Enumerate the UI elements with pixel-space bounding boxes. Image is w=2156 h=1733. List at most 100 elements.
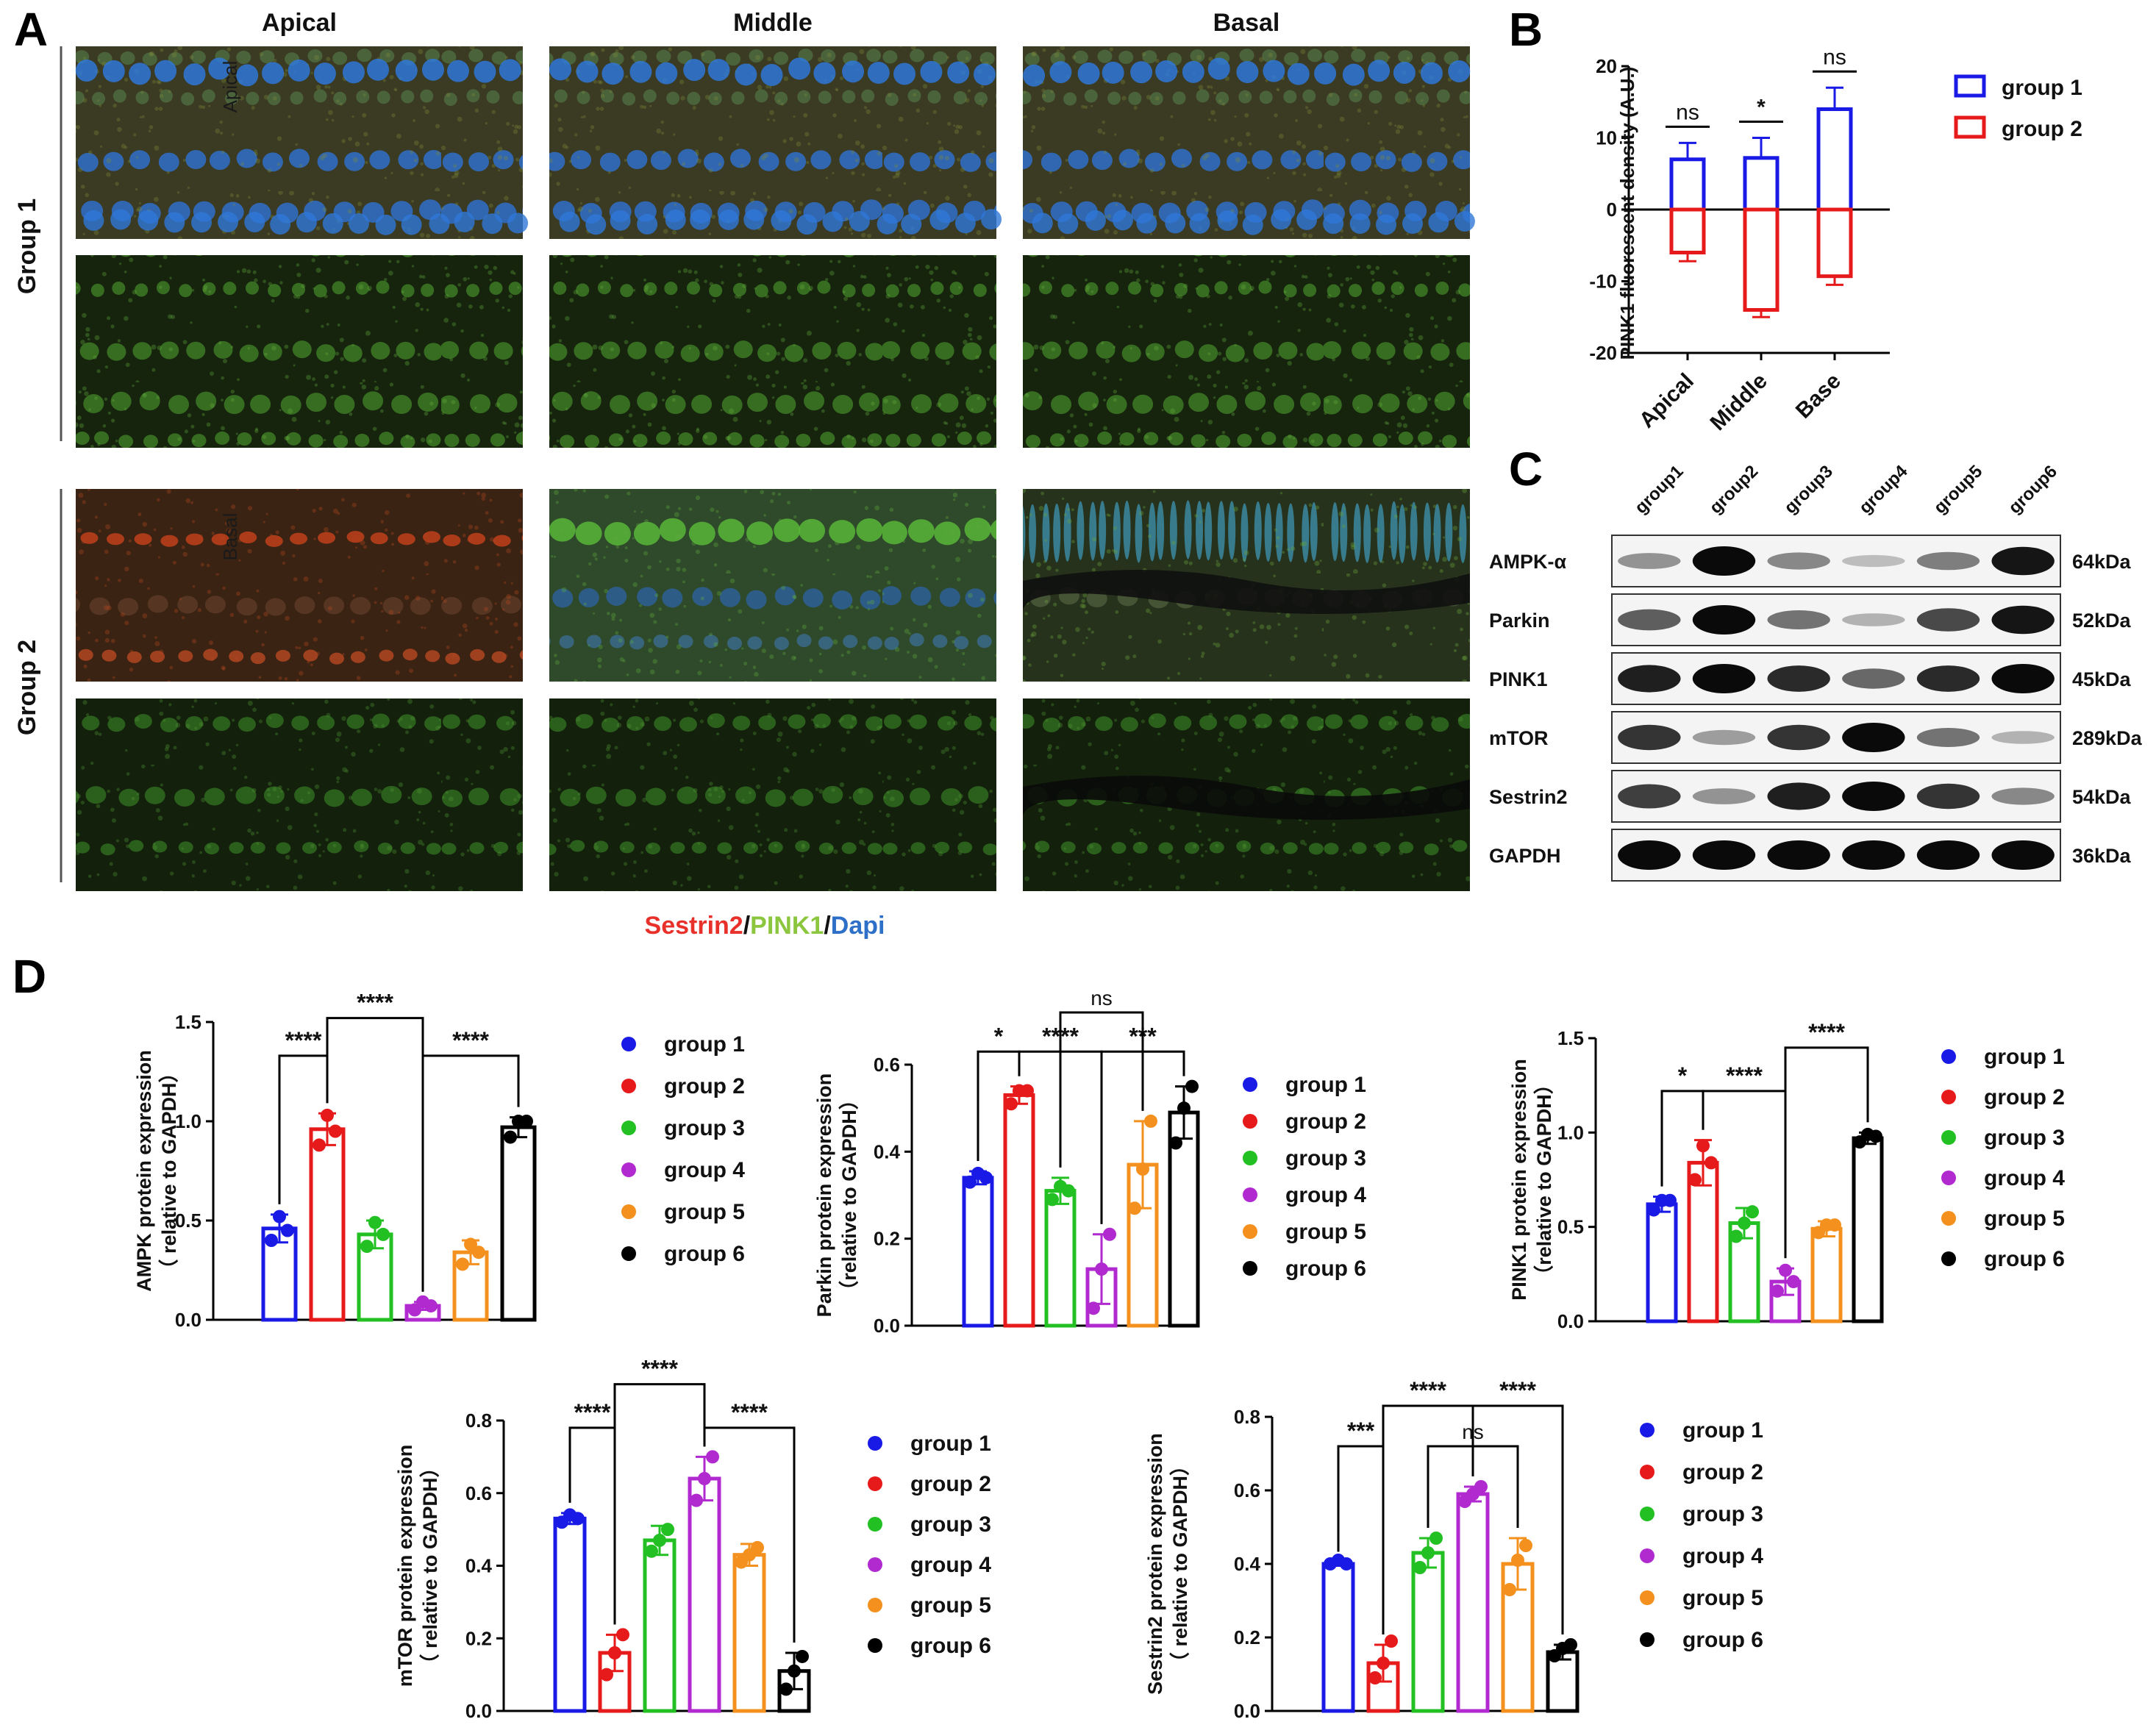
sig-label: ****: [357, 990, 393, 1016]
nucleus: [75, 60, 98, 82]
data-point: [1828, 1218, 1841, 1232]
data-point: [360, 1240, 374, 1254]
legend-label-group-6: group 6: [910, 1634, 991, 1658]
legend-label-group-5: group 5: [1682, 1586, 1763, 1610]
data-point: [1377, 1657, 1390, 1670]
nucleus: [208, 57, 231, 80]
nucleus: [1242, 214, 1263, 235]
legend-label-group-6: group 6: [1682, 1628, 1763, 1652]
panel-letter-D: D: [13, 950, 46, 1003]
data-point: [1004, 1097, 1018, 1111]
data-point: [796, 1649, 809, 1663]
legend-label-group-2: group 2: [910, 1472, 991, 1496]
nucleus: [236, 64, 259, 87]
nucleus: [771, 210, 792, 232]
data-point: [1103, 1227, 1116, 1241]
blot-band: [1767, 782, 1830, 810]
legend-label-group-4: group 4: [664, 1158, 745, 1182]
legend-marker: [621, 1204, 636, 1219]
bar-group-1: [553, 1516, 587, 1713]
nucleus: [1057, 213, 1079, 235]
protein-label-mtor: mTOR: [1489, 727, 1549, 749]
nucleus: [1023, 64, 1046, 87]
legend-label-group-2: group 2: [664, 1074, 745, 1098]
y-tick-label: 1.0: [1557, 1121, 1584, 1143]
data-point: [520, 1115, 533, 1128]
y-tick-label: 0.6: [465, 1482, 492, 1504]
legend-marker: [1640, 1423, 1655, 1437]
nucleus: [1165, 212, 1186, 234]
nucleus: [822, 211, 843, 232]
x-tick-label-base: Base: [1791, 369, 1846, 424]
legend-marker: [1640, 1507, 1655, 1521]
sig-bracket: [326, 1017, 424, 1292]
y-tick-label: 0.5: [175, 1209, 201, 1232]
western-blot: group1 group2 group3 group4 group5 group6 AMPK…: [1489, 461, 2143, 882]
stain-sep1: /: [743, 912, 751, 940]
legend-marker: [1243, 1151, 1257, 1165]
data-point: [1062, 1184, 1075, 1198]
data-point: [1705, 1156, 1718, 1170]
bar-group-5: [1810, 1226, 1843, 1323]
nucleus: [1376, 214, 1397, 235]
nucleus: [1112, 210, 1133, 231]
blot-strip: [1611, 770, 2061, 823]
data-point: [653, 1533, 666, 1547]
legend-label-group-2: group 2: [1984, 1085, 2065, 1110]
protein-label-sestrin2: Sestrin2: [1489, 786, 1568, 808]
nucleus: [1155, 60, 1178, 82]
data-point: [504, 1130, 517, 1144]
nucleus: [813, 62, 836, 85]
blot-band: [1842, 840, 1905, 870]
nucleus: [1296, 209, 1318, 230]
nucleus: [482, 213, 503, 235]
y-tick-label: 0.0: [465, 1700, 492, 1722]
data-point: [1696, 1139, 1710, 1153]
sig-bracket: [1660, 1090, 1705, 1187]
bar-group-1: [962, 1176, 994, 1328]
legend-label-group-3: group 3: [1682, 1502, 1763, 1526]
nucleus: [1130, 61, 1153, 84]
y-tick-label: 0.4: [1234, 1553, 1261, 1575]
data-point: [1177, 1101, 1191, 1115]
nucleus: [313, 62, 336, 85]
nucleus: [1349, 213, 1371, 235]
sig-label: ****: [1808, 1019, 1845, 1046]
bar-group-1: [1646, 1202, 1678, 1323]
blot-band: [1618, 784, 1681, 809]
nucleus: [867, 61, 890, 84]
sig-label: ****: [285, 1027, 322, 1054]
nucleus: [375, 214, 396, 235]
legend-swatch: [1954, 74, 1986, 98]
protein-label-pink1: PINK1: [1489, 668, 1548, 690]
nucleus: [602, 62, 624, 85]
legend-marker: [868, 1476, 882, 1491]
nucleus: [954, 212, 976, 234]
nucleus: [690, 209, 711, 230]
lane-label-group5: group5: [1930, 462, 1987, 518]
data-point: [788, 1664, 801, 1678]
nucleus: [499, 59, 521, 82]
micrograph-tile: [76, 698, 523, 891]
nucleus: [877, 213, 898, 235]
data-point: [1413, 1561, 1427, 1574]
panel-letter-C: C: [1509, 443, 1543, 496]
lane-label-group1: group1: [1631, 462, 1688, 518]
data-point: [706, 1450, 719, 1464]
blot-strip: [1611, 711, 2061, 764]
legend-marker: [1243, 1187, 1257, 1202]
nucleus: [342, 61, 365, 84]
blot-band: [1991, 605, 2055, 635]
lane-label-group4: group4: [1855, 461, 1912, 518]
blot-band: [1618, 840, 1681, 870]
legend-swatch: [1954, 115, 1986, 139]
nucleus: [129, 62, 151, 85]
blot-band: [1618, 724, 1681, 751]
nucleus: [559, 211, 580, 232]
sig-label: ns: [1462, 1421, 1484, 1443]
blot-strip: [1611, 829, 2061, 882]
y-axis-label-sub: （relative to GAPDH）: [1533, 1074, 1555, 1285]
chart-D-Parkin: 0.0 0.2 0.4 0.6 Parkin protein expression （re…: [813, 987, 1366, 1337]
sig-bracket: [1784, 1046, 1869, 1259]
nucleus: [683, 59, 706, 82]
